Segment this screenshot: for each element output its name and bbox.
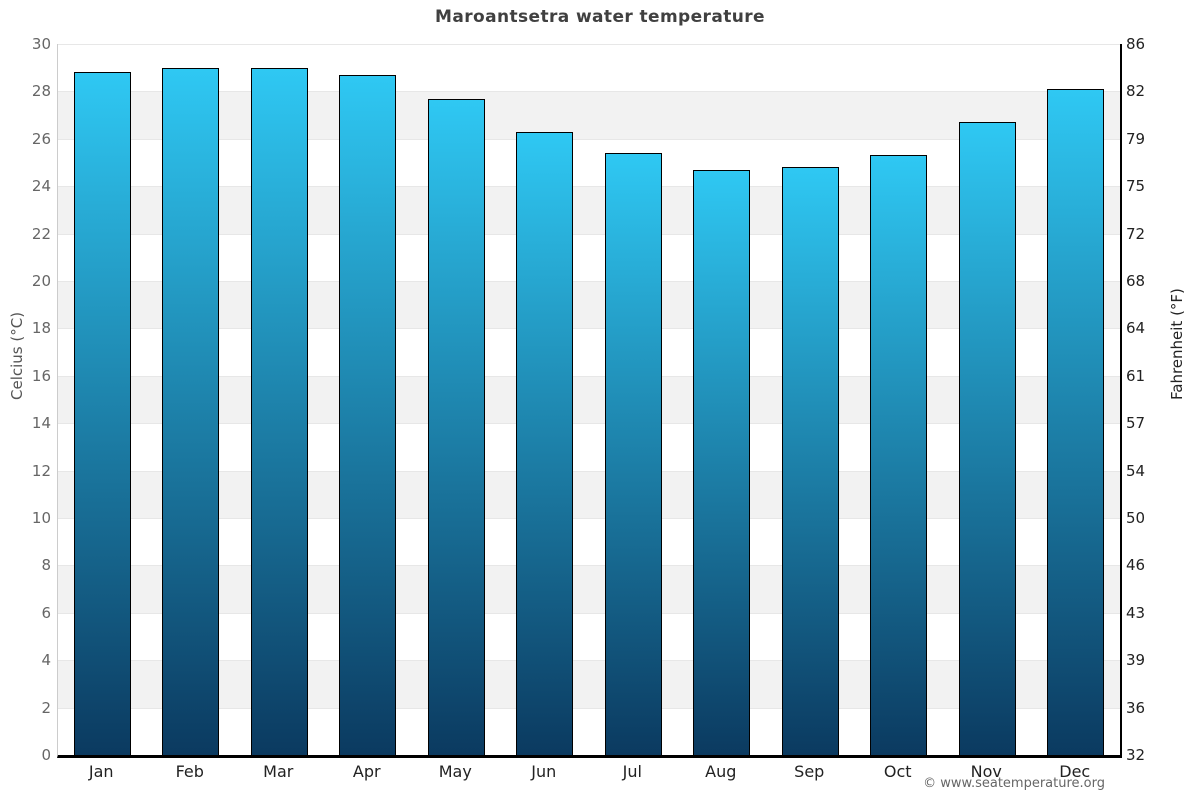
x-axis-label-mar: Mar [263, 762, 294, 781]
bar-slot-mar [235, 44, 324, 755]
fahrenheit-tick-label: 64 [1126, 319, 1146, 338]
grid-band [58, 518, 1120, 566]
x-axis-label-nov: Nov [970, 762, 1002, 781]
x-axis-label-jan: Jan [88, 762, 114, 781]
x-axis-label-sep: Sep [794, 762, 825, 781]
bar-feb[interactable] [162, 67, 220, 755]
grid-band [58, 423, 1120, 471]
grid-band [58, 91, 1120, 139]
fahrenheit-tick-label: 57 [1126, 414, 1146, 433]
celsius-tick-label: 18 [31, 319, 51, 338]
bar-oct[interactable] [870, 155, 928, 755]
x-axis-label-jun: Jun [531, 762, 557, 781]
grid-band [58, 186, 1120, 234]
celsius-tick-label: 28 [31, 82, 51, 101]
x-axis-label-jul: Jul [622, 762, 642, 781]
grid-band [58, 660, 1120, 708]
bar-slot-may [412, 44, 501, 755]
celsius-tick-label: 16 [31, 366, 51, 385]
bar-slot-aug [678, 44, 767, 755]
fahrenheit-tick-label: 36 [1126, 698, 1146, 717]
grid-band [58, 565, 1120, 613]
fahrenheit-tick-label: 82 [1126, 82, 1146, 101]
bar-slot-apr [324, 44, 413, 755]
celsius-tick-label: 8 [41, 556, 51, 575]
plot-area [57, 44, 1122, 758]
grid-band [58, 44, 1120, 92]
x-axis-label-feb: Feb [175, 762, 204, 781]
grid-band [58, 470, 1120, 518]
copyright-credit: © www.seatemperature.org [923, 776, 1105, 791]
fahrenheit-tick-label: 61 [1126, 366, 1146, 385]
bar-slot-sep [766, 44, 855, 755]
bar-apr[interactable] [339, 74, 397, 755]
y-axis-fahrenheit: 86 82 79 75 72 68 64 61 57 54 50 46 43 39 36 32 [1126, 35, 1186, 764]
y-axis-celsius: 30 28 26 24 22 20 18 16 14 12 10 8 6 4 2 0 [0, 35, 51, 764]
bar-sep[interactable] [781, 167, 839, 755]
grid-band [58, 612, 1120, 661]
bar-jan[interactable] [73, 72, 131, 755]
bar-slot-jun [501, 44, 590, 755]
grid-band [58, 281, 1120, 329]
celsius-tick-label: 24 [31, 177, 51, 196]
fahrenheit-tick-label: 72 [1126, 224, 1146, 243]
celsius-tick-label: 10 [31, 509, 51, 527]
bar-slot-jul [589, 44, 678, 755]
fahrenheit-tick-label: 75 [1126, 177, 1146, 196]
celsius-tick-label: 6 [41, 603, 51, 622]
celsius-tick-label: 0 [41, 746, 51, 764]
bar-may[interactable] [427, 98, 485, 755]
fahrenheit-tick-label: 86 [1126, 35, 1146, 53]
celsius-tick-label: 26 [31, 129, 51, 148]
celsius-tick-label: 20 [31, 272, 51, 290]
chart-title: Maroantsetra water temperature [435, 7, 765, 27]
fahrenheit-tick-label: 50 [1126, 509, 1146, 527]
bar-slot-dec [1032, 44, 1121, 755]
fahrenheit-tick-label: 39 [1126, 651, 1146, 670]
grid-band [58, 233, 1120, 281]
x-axis: Jan Feb Mar Apr May Jun Jul Aug Sep Oct Nov Dec [57, 762, 1119, 781]
x-axis-label-apr: Apr [352, 762, 381, 781]
x-axis-label-aug: Aug [705, 762, 737, 781]
bar-slot-nov [943, 44, 1032, 755]
fahrenheit-tick-label: 46 [1126, 556, 1146, 575]
celsius-tick-label: 14 [31, 414, 51, 433]
celsius-tick-label: 4 [41, 651, 51, 670]
bar-mar[interactable] [250, 67, 308, 755]
x-axis-label-dec: Dec [1059, 762, 1091, 781]
bar-aug[interactable] [693, 169, 751, 755]
bar-dec[interactable] [1047, 89, 1105, 755]
fahrenheit-tick-label: 43 [1126, 603, 1146, 622]
celsius-tick-label: 2 [41, 698, 51, 717]
bars [58, 44, 1120, 755]
bar-jul[interactable] [604, 153, 662, 755]
celsius-tick-label: 30 [31, 35, 51, 53]
celsius-tick-label: 22 [31, 224, 51, 243]
fahrenheit-tick-label: 79 [1126, 129, 1146, 148]
fahrenheit-tick-label: 32 [1126, 746, 1146, 764]
fahrenheit-tick-label: 68 [1126, 272, 1146, 290]
bar-slot-feb [147, 44, 236, 755]
bar-slot-oct [855, 44, 944, 755]
grid-band [58, 375, 1120, 424]
grid-band [58, 138, 1120, 187]
bar-nov[interactable] [958, 122, 1016, 755]
celsius-tick-label: 12 [31, 461, 51, 480]
grid-band [58, 707, 1120, 755]
x-axis-label-may: May [438, 762, 472, 781]
bar-jun[interactable] [516, 131, 574, 755]
fahrenheit-tick-label: 54 [1126, 461, 1146, 480]
grid-band [58, 328, 1120, 376]
bar-slot-jan [58, 44, 147, 755]
x-axis-label-oct: Oct [883, 762, 912, 781]
